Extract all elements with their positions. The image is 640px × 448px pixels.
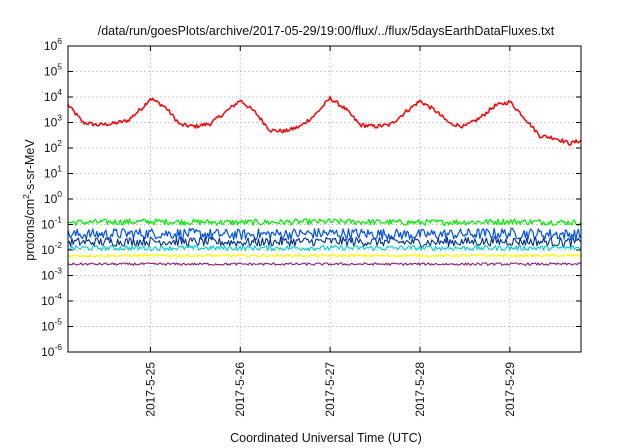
grid <box>68 46 581 352</box>
y-tick-exponent: 3 <box>57 113 62 123</box>
y-axis-label-main: protons/cm <box>23 199 37 261</box>
y-axis-label-rest: -s-sr-MeV <box>23 139 37 195</box>
y-tick-exponent: -1 <box>54 215 62 225</box>
series-line-4 <box>67 236 582 248</box>
y-tick-label: 10-5 <box>41 317 62 334</box>
y-tick-base: 10 <box>41 294 55 308</box>
x-tick-labels: 2017-5-25 2017-5-26 2017-5-27 2017-5-28 2017… <box>143 362 516 417</box>
y-tick-exponent: 0 <box>57 189 62 199</box>
y-tick-exponent: 5 <box>57 62 62 72</box>
y-tick-label: 10-4 <box>41 291 62 308</box>
y-tick-label: 101 <box>44 164 62 181</box>
y-tick-labels: 10-610-510-410-310-210-11001011021031041… <box>41 36 62 359</box>
y-tick-base: 10 <box>44 116 58 130</box>
y-tick-exponent: -2 <box>54 240 62 250</box>
series-line-5 <box>67 244 582 252</box>
y-tick-base: 10 <box>41 218 55 232</box>
y-tick-exponent: 2 <box>57 138 62 148</box>
y-tick-base: 10 <box>44 39 58 53</box>
y-axis-label: protons/cm2-s-sr-MeV <box>21 139 37 261</box>
y-tick-label: 10-1 <box>41 215 62 232</box>
y-tick-base: 10 <box>41 345 55 359</box>
y-axis-label-sup: 2 <box>21 194 31 199</box>
y-tick-base: 10 <box>44 90 58 104</box>
x-axis-label: Coordinated Universal Time (UTC) <box>230 431 422 445</box>
y-tick-base: 10 <box>44 65 58 79</box>
y-tick-label: 106 <box>44 36 62 53</box>
y-tick-label: 10-6 <box>41 342 62 359</box>
y-tick-exponent: -3 <box>54 266 62 276</box>
y-tick-base: 10 <box>41 320 55 334</box>
x-tick-label: 2017-5-25 <box>143 362 157 417</box>
y-tick-base: 10 <box>44 192 58 206</box>
x-tick-label: 2017-5-26 <box>233 362 247 417</box>
y-tick-exponent: -6 <box>54 342 62 352</box>
x-tick-label: 2017-5-27 <box>323 362 337 417</box>
y-tick-label: 102 <box>44 138 62 155</box>
series-line-2 <box>67 218 582 226</box>
x-tick-label: 2017-5-28 <box>413 362 427 417</box>
y-tick-base: 10 <box>41 243 55 257</box>
series-line-6 <box>67 253 582 258</box>
y-tick-label: 105 <box>44 62 62 79</box>
y-tick-exponent: -4 <box>54 291 62 301</box>
y-tick-label: 10-3 <box>41 266 62 283</box>
y-tick-exponent: 1 <box>57 164 62 174</box>
y-tick-label: 100 <box>44 189 62 206</box>
series-layer <box>67 95 582 266</box>
y-tick-base: 10 <box>44 141 58 155</box>
y-tick-base: 10 <box>41 269 55 283</box>
y-tick-label: 10-2 <box>41 240 62 257</box>
y-tick-label: 104 <box>44 87 62 104</box>
tick-marks <box>68 45 581 353</box>
series-line-7 <box>67 262 582 266</box>
series-line-3 <box>67 227 582 241</box>
chart-title: /data/run/goesPlots/archive/2017-05-29/1… <box>98 24 555 38</box>
x-tick-label: 2017-5-29 <box>503 362 517 417</box>
y-tick-exponent: 6 <box>57 36 62 46</box>
y-tick-base: 10 <box>44 167 58 181</box>
series-line-1 <box>67 95 582 147</box>
y-tick-exponent: 4 <box>57 87 62 97</box>
y-tick-exponent: -5 <box>54 317 62 327</box>
y-tick-label: 103 <box>44 113 62 130</box>
